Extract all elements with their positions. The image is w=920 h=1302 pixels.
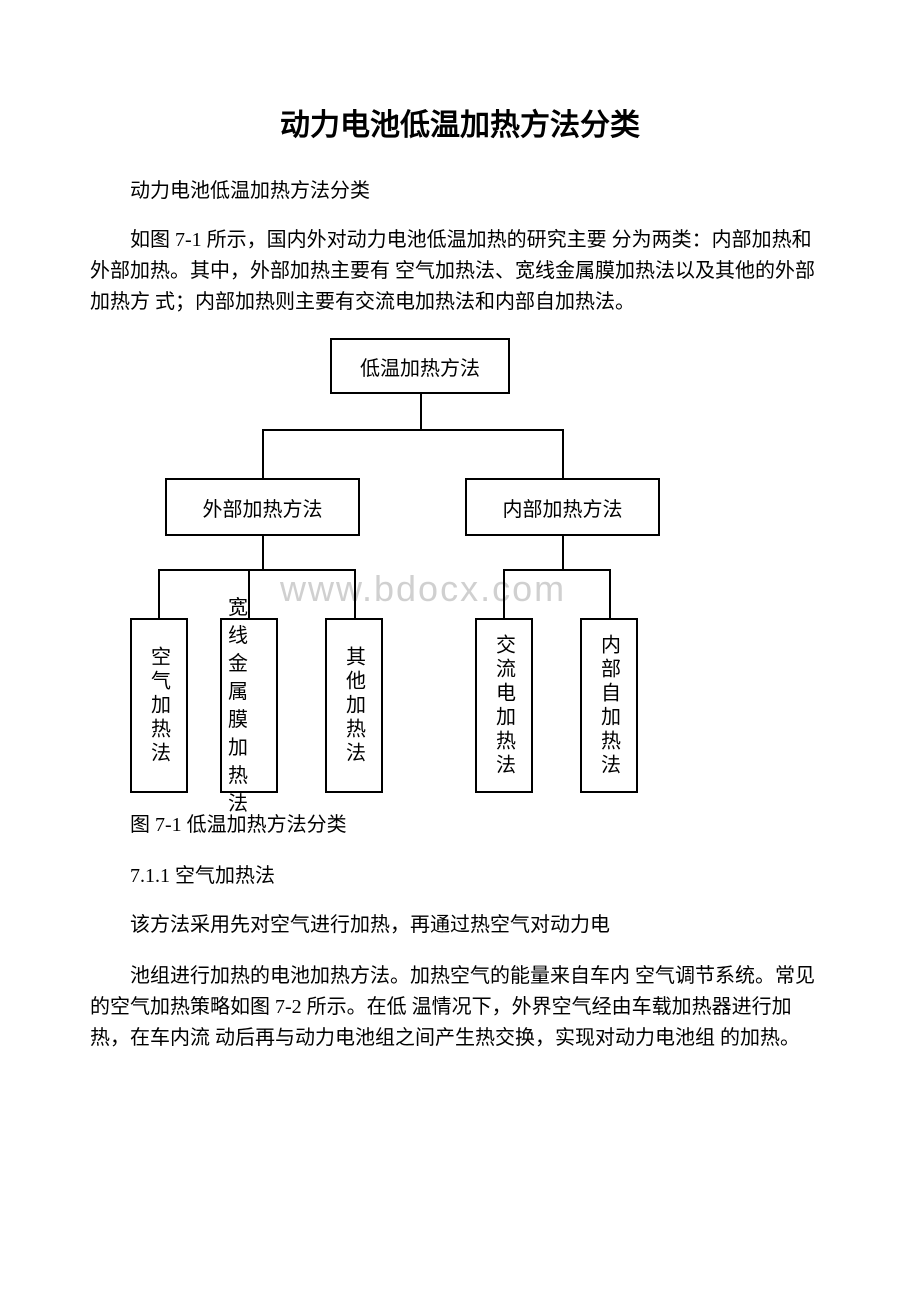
- diagram-leaf-ac: 交流电加热法: [475, 618, 533, 793]
- connector: [262, 429, 564, 431]
- connector: [262, 536, 264, 569]
- diagram-root-node: 低温加热方法: [330, 338, 510, 394]
- connector: [503, 569, 505, 618]
- figure-caption: 图 7-1 低温加热方法分类: [90, 808, 830, 837]
- connector: [609, 569, 611, 618]
- connector: [503, 569, 611, 571]
- connector: [158, 569, 356, 571]
- paragraph-3: 池组进行加热的电池加热方法。加热空气的能量来自车内 空气调节系统。常见的空气加热…: [90, 961, 830, 1054]
- diagram-leaf-self: 内部自加热法: [580, 618, 638, 793]
- diagram-leaf-air: 空气加热法: [130, 618, 188, 793]
- diagram-leaf-metal-film: 宽线金属膜加热法: [220, 618, 278, 793]
- connector: [262, 429, 264, 478]
- subtitle: 动力电池低温加热方法分类: [90, 174, 830, 203]
- connector: [562, 429, 564, 478]
- intro-paragraph: 如图 7-1 所示，国内外对动力电池低温加热的研究主要 分为两类：内部加热和外部…: [90, 225, 830, 318]
- section-heading: 7.1.1 空气加热法: [90, 859, 830, 888]
- connector: [354, 569, 356, 618]
- diagram-branch-right: 内部加热方法: [465, 478, 660, 536]
- classification-diagram: www.bdocx.com 低温加热方法 外部加热方法 内部加热方法 空气加热法…: [130, 338, 710, 798]
- paragraph-2: 该方法采用先对空气进行加热，再通过热空气对动力电: [90, 910, 830, 941]
- diagram-branch-left: 外部加热方法: [165, 478, 360, 536]
- page-title: 动力电池低温加热方法分类: [90, 100, 830, 144]
- watermark-text: www.bdocx.com: [280, 568, 566, 610]
- diagram-leaf-other: 其他加热法: [325, 618, 383, 793]
- connector: [562, 536, 564, 569]
- connector: [420, 394, 422, 429]
- connector: [158, 569, 160, 618]
